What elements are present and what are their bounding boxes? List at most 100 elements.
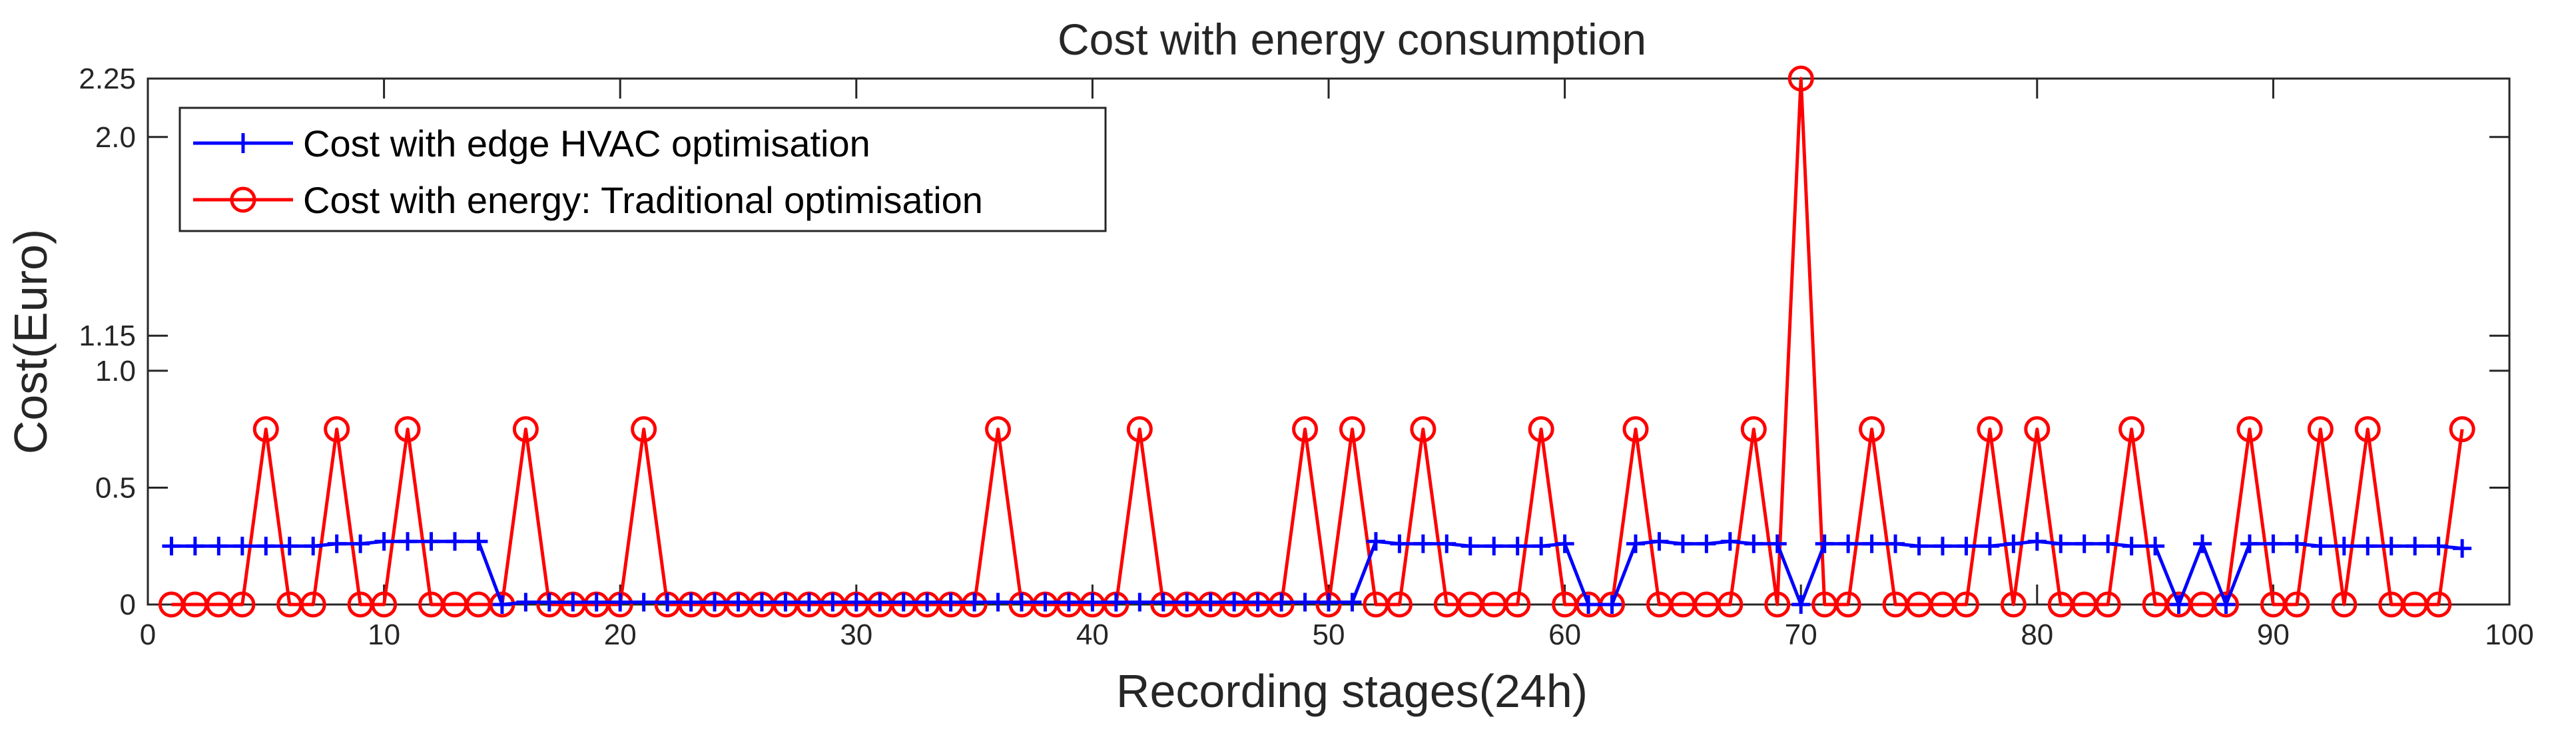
legend-label-traditional: Cost with energy: Traditional optimisati… — [303, 179, 983, 221]
data-point — [1504, 591, 1531, 618]
data-point — [1673, 534, 1692, 553]
data-point — [1292, 416, 1319, 443]
data-point — [1295, 593, 1315, 612]
data-point — [846, 593, 866, 612]
data-point — [1059, 593, 1078, 612]
data-point — [1650, 532, 1669, 551]
data-point — [1835, 591, 1861, 618]
data-point — [2311, 537, 2330, 556]
data-point — [394, 416, 421, 443]
data-point — [1957, 537, 1976, 556]
data-point — [681, 593, 701, 612]
data-point — [870, 593, 890, 612]
data-point — [776, 593, 795, 612]
data-point — [469, 532, 488, 551]
legend-plus-marker — [233, 133, 253, 153]
data-point — [232, 537, 252, 556]
data-point — [1508, 537, 1527, 556]
legend-label-edge-hvac: Cost with edge HVAC optimisation — [303, 122, 870, 164]
data-point — [894, 593, 913, 612]
legend-item-edge-hvac: Cost with edge HVAC optimisation — [193, 122, 870, 164]
data-point — [1555, 534, 1574, 553]
data-point — [492, 595, 511, 614]
data-point — [2287, 534, 2306, 553]
y-tick-label: 0.5 — [95, 471, 136, 504]
legend: Cost with edge HVAC optimisation Cost wi… — [178, 107, 1107, 232]
data-point — [2449, 416, 2475, 443]
data-point — [941, 593, 960, 612]
data-point — [1177, 593, 1197, 612]
data-point — [2284, 591, 2310, 618]
data-point — [1437, 534, 1456, 553]
data-point — [2169, 595, 2188, 614]
x-tick-label: 20 — [604, 618, 637, 651]
data-point — [1977, 416, 2003, 443]
data-point — [1579, 595, 1598, 614]
data-point — [587, 593, 606, 612]
data-point — [1953, 591, 1979, 618]
data-point — [2453, 539, 2472, 558]
data-point — [256, 537, 276, 556]
data-point — [2216, 595, 2236, 614]
data-point — [1602, 595, 1622, 614]
data-point — [1201, 593, 1220, 612]
data-point — [1126, 416, 1153, 443]
data-point — [371, 591, 398, 618]
data-point — [209, 537, 228, 556]
data-point — [631, 416, 657, 443]
data-point — [2334, 537, 2354, 556]
data-point — [1532, 537, 1551, 556]
data-point — [1413, 534, 1433, 553]
x-tick-label: 30 — [840, 618, 872, 651]
data-point — [324, 416, 350, 443]
data-point — [1366, 532, 1385, 551]
data-point — [2122, 537, 2141, 556]
x-tick-label: 60 — [1548, 618, 1581, 651]
data-point — [2027, 532, 2047, 551]
data-point — [2406, 537, 2425, 556]
data-point — [1343, 593, 1362, 612]
data-point — [918, 593, 937, 612]
data-point — [1791, 595, 1811, 614]
data-point — [1839, 534, 1858, 553]
data-point — [280, 537, 299, 556]
data-point — [1859, 416, 1885, 443]
data-point — [1012, 593, 1032, 612]
data-point — [1740, 416, 1767, 443]
data-point — [1862, 534, 1881, 553]
data-point — [229, 591, 256, 618]
data-point — [1460, 537, 1480, 556]
data-point — [2429, 537, 2448, 556]
x-tick-label: 70 — [1785, 618, 1817, 651]
x-tick-label: 10 — [368, 618, 400, 651]
chart-title: Cost with energy consumption — [1058, 15, 1646, 64]
data-point — [1484, 537, 1504, 556]
x-tick-label: 0 — [140, 618, 156, 651]
legend-circle-marker — [230, 186, 256, 213]
data-point — [162, 537, 181, 556]
x-axis-label: Recording stages(24h) — [1116, 665, 1588, 717]
data-point — [1980, 537, 1999, 556]
data-point — [512, 416, 539, 443]
data-point — [1626, 534, 1645, 553]
data-point — [1744, 534, 1764, 553]
y-axis-ticks: 0 0.5 1.01.15 2.0 2.25 — [79, 63, 2509, 621]
data-point — [1933, 537, 1952, 556]
data-point — [2051, 534, 2071, 553]
data-point — [1410, 416, 1437, 443]
data-point — [985, 416, 1012, 443]
data-point — [2425, 591, 2452, 618]
data-point — [2307, 416, 2334, 443]
data-point — [563, 593, 583, 612]
y-tick-label: 1.15 — [79, 320, 136, 352]
data-point — [1787, 65, 1814, 92]
data-point — [2358, 537, 2378, 556]
series-edge-hvac — [162, 532, 2472, 614]
x-tick-label: 90 — [2257, 618, 2290, 651]
data-point — [1153, 593, 1173, 612]
data-point — [965, 593, 984, 612]
data-point — [398, 532, 418, 551]
data-point — [705, 593, 725, 612]
data-point — [611, 593, 630, 612]
